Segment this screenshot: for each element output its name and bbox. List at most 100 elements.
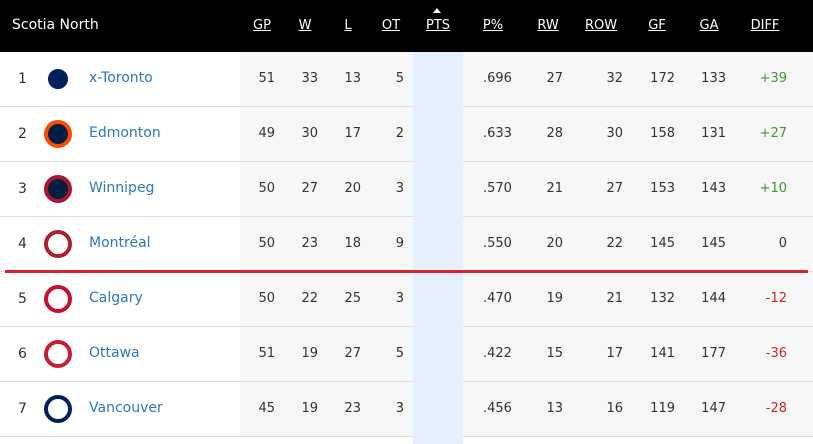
team-name[interactable]: Vancouver [89, 400, 163, 416]
stat-cell: 141 [650, 346, 675, 361]
stat-cell: 21 [546, 181, 563, 196]
stat-cell: 23 [344, 401, 361, 416]
stat-cell: .470 [483, 291, 512, 306]
stat-cell: 50 [258, 236, 275, 251]
stat-cell: 30 [606, 126, 623, 141]
stat-cell: 19 [301, 346, 318, 361]
column-header[interactable]: RW [537, 18, 559, 33]
header-bar: Scotia North GP W L OT PTS P% RW ROW GF GA DIFF [0, 0, 813, 52]
column-header[interactable]: GF [648, 18, 666, 33]
stats-background [240, 107, 813, 161]
stat-cell: 15 [546, 346, 563, 361]
team-logo [44, 175, 72, 203]
stat-cell: 145 [650, 236, 675, 251]
stat-cell: 23 [301, 236, 318, 251]
stat-cell: 50 [258, 291, 275, 306]
stat-cell: 2 [395, 126, 404, 141]
stat-cell: -12 [765, 291, 787, 306]
stat-cell: 143 [701, 181, 726, 196]
stat-cell: .456 [483, 401, 512, 416]
column-header[interactable]: L [344, 18, 352, 33]
team-name[interactable]: Winnipeg [89, 180, 155, 196]
stat-cell: 51 [258, 346, 275, 361]
stat-cell: 147 [701, 401, 726, 416]
stat-cell: 177 [701, 346, 726, 361]
stat-cell: 27 [546, 71, 563, 86]
stat-cell: 13 [546, 401, 563, 416]
column-header[interactable]: PTS [425, 18, 451, 33]
rank: 4 [18, 236, 27, 252]
playoff-cutoff-line [5, 270, 808, 273]
stat-cell: 132 [650, 291, 675, 306]
stats-background [240, 162, 813, 216]
rank: 7 [18, 401, 27, 417]
stat-cell: 17 [606, 346, 623, 361]
rank: 2 [18, 126, 27, 142]
stat-cell: .550 [483, 236, 512, 251]
team-name[interactable]: Edmonton [89, 125, 161, 141]
stat-cell: 172 [650, 71, 675, 86]
stat-cell: 19 [301, 401, 318, 416]
stat-cell: 19 [546, 291, 563, 306]
team-logo [44, 395, 72, 423]
rank: 5 [18, 291, 27, 307]
stat-cell: 131 [701, 126, 726, 141]
sorted-column-highlight [413, 52, 463, 444]
team-name[interactable]: Montréal [89, 235, 151, 251]
stat-cell: 16 [606, 401, 623, 416]
stat-cell: 25 [344, 291, 361, 306]
team-logo [44, 285, 72, 313]
stat-cell: 22 [606, 236, 623, 251]
team-name[interactable]: Calgary [89, 290, 143, 306]
stat-cell: 158 [650, 126, 675, 141]
stats-background [240, 382, 813, 436]
column-header[interactable]: OT [381, 18, 401, 33]
stat-cell: 20 [546, 236, 563, 251]
sort-arrow [433, 8, 441, 13]
column-header[interactable]: GP [253, 18, 271, 33]
stat-cell: 18 [344, 236, 361, 251]
team-logo [44, 120, 72, 148]
stat-cell: 3 [395, 181, 404, 196]
stat-cell: 133 [701, 71, 726, 86]
stat-cell: 13 [344, 71, 361, 86]
column-header[interactable]: P% [482, 18, 504, 33]
stat-cell: .570 [483, 181, 512, 196]
team-logo [44, 230, 72, 258]
team-name[interactable]: x-Toronto [89, 70, 153, 86]
stat-cell: 22 [301, 291, 318, 306]
stat-cell: 0 [778, 236, 787, 251]
stat-cell: 5 [395, 71, 404, 86]
stat-cell: 144 [701, 291, 726, 306]
rank: 6 [18, 346, 27, 362]
rank: 1 [18, 71, 27, 87]
stat-cell: 27 [606, 181, 623, 196]
stat-cell: 20 [344, 181, 361, 196]
stat-cell: 30 [301, 126, 318, 141]
stat-cell: -28 [765, 401, 787, 416]
stats-background [240, 327, 813, 381]
stat-cell: 153 [650, 181, 675, 196]
column-header[interactable]: DIFF [750, 18, 780, 33]
stat-cell: 27 [301, 181, 318, 196]
stat-cell: 3 [395, 291, 404, 306]
column-header[interactable]: W [298, 18, 312, 33]
stats-background [240, 52, 813, 106]
rank: 3 [18, 181, 27, 197]
stat-cell: +27 [759, 126, 787, 141]
team-name[interactable]: Ottawa [89, 345, 140, 361]
stat-cell: 145 [701, 236, 726, 251]
column-header[interactable]: GA [699, 18, 719, 33]
stat-cell: -36 [765, 346, 787, 361]
stat-cell: .422 [483, 346, 512, 361]
column-header[interactable]: ROW [584, 18, 618, 33]
stat-cell: 119 [650, 401, 675, 416]
